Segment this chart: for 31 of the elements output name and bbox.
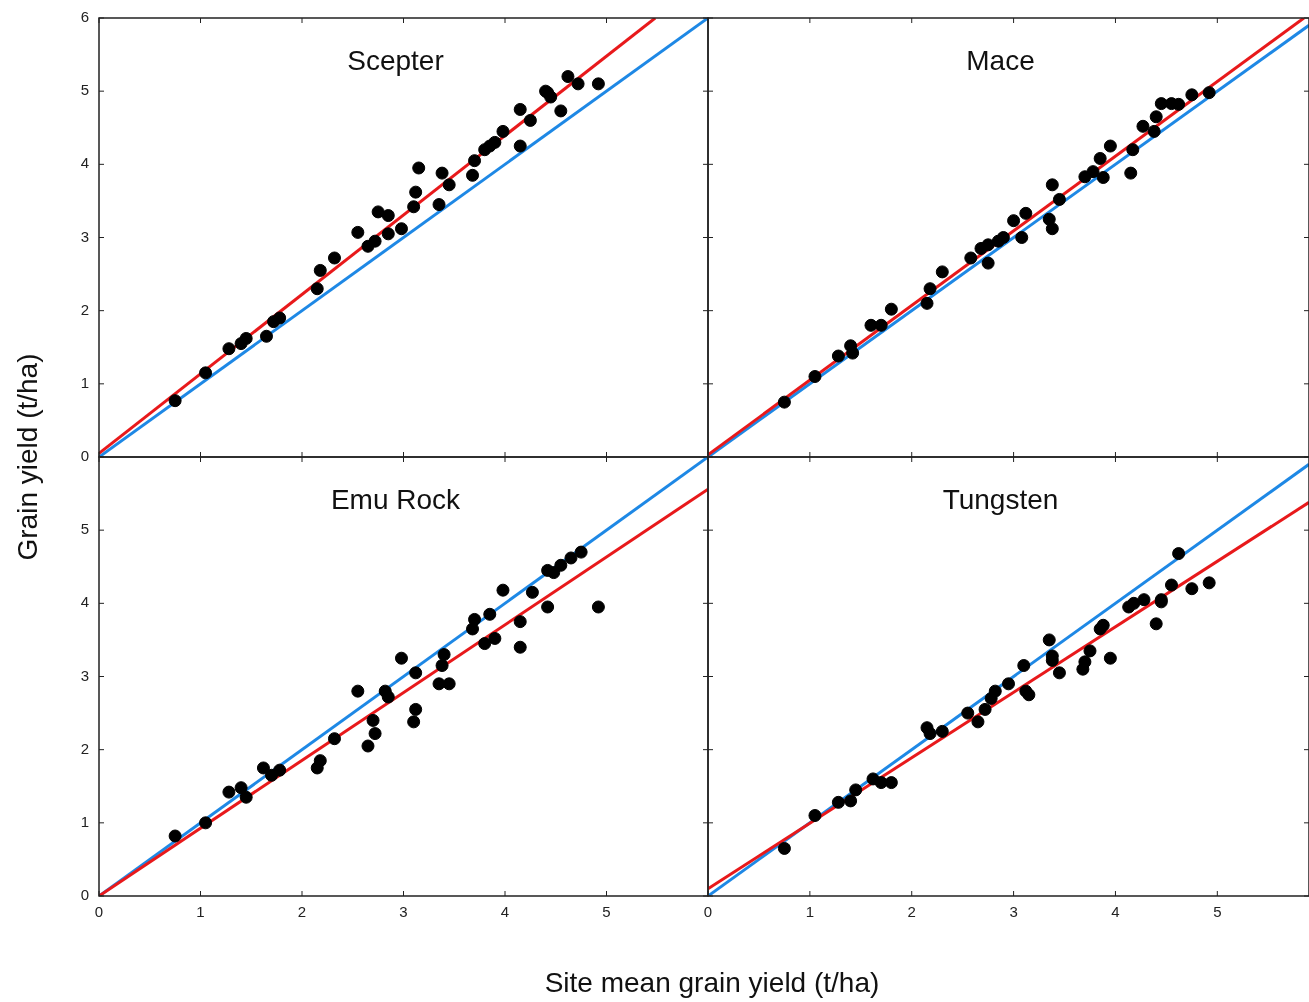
x-tick-label: 3 <box>399 903 408 921</box>
y-tick-label: 3 <box>80 227 89 245</box>
y-tick-label: 4 <box>80 593 89 611</box>
x-tick-label: 5 <box>602 903 611 921</box>
y-tick-label: 2 <box>80 739 89 757</box>
text: Emu Rock <box>330 483 462 515</box>
text: Tungsten <box>942 483 1059 515</box>
x-tick-label: 4 <box>500 903 510 921</box>
x-tick-label: 3 <box>1009 903 1018 921</box>
y-tick-label: 0 <box>80 886 89 904</box>
x-tick-label: 0 <box>94 903 104 921</box>
y-tick-label: 5 <box>80 520 89 538</box>
x-tick-label: 2 <box>907 903 916 921</box>
x-tick-label: 1 <box>196 903 205 921</box>
y-tick-label: 4 <box>80 154 89 172</box>
y-tick-label: 5 <box>80 81 89 99</box>
y-tick-label: 3 <box>80 666 89 684</box>
y-axis-title: Grain yield (t/ha) <box>12 353 44 561</box>
x-tick-label: 0 <box>703 903 713 921</box>
x-tick-label: 4 <box>1111 903 1120 921</box>
y-tick-label: 1 <box>80 812 89 830</box>
y-tick-label: 1 <box>80 373 89 391</box>
text: Scepter <box>347 44 444 76</box>
x-tick-label: 5 <box>1213 903 1222 921</box>
x-axis-title: Site mean grain yield (t/ha) <box>544 967 880 999</box>
x-tick-label: 1 <box>805 903 815 921</box>
y-tick-label: 6 <box>80 8 89 26</box>
x-tick-label: 2 <box>297 903 307 921</box>
y-tick-label: 2 <box>80 300 89 318</box>
text: Mace <box>966 44 1035 76</box>
y-tick-label: 0 <box>80 447 89 465</box>
